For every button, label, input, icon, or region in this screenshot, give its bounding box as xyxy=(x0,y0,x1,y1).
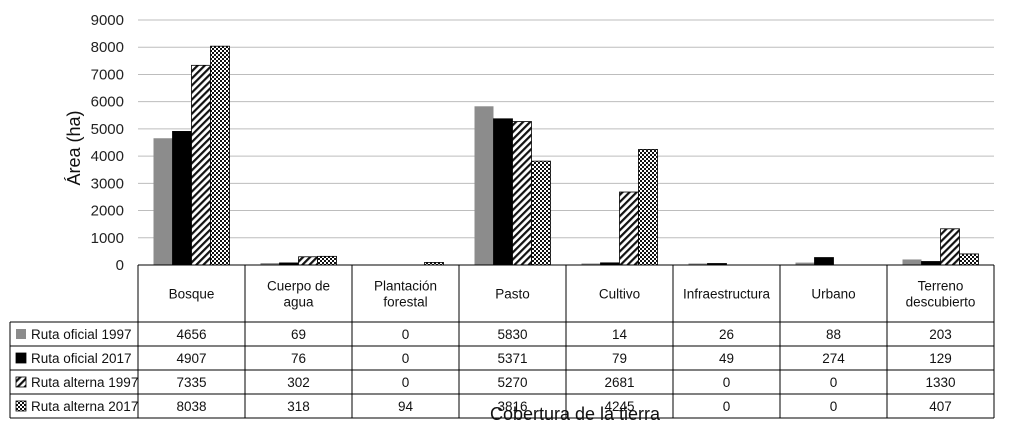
y-tick-label: 7000 xyxy=(91,66,124,83)
category-label: forestal xyxy=(383,295,427,310)
legend-swatch xyxy=(16,329,26,339)
legend-swatch xyxy=(15,376,27,388)
data-label: 318 xyxy=(287,399,310,414)
data-label: 2681 xyxy=(604,375,634,390)
y-tick-label: 1000 xyxy=(91,230,124,247)
category-label: Cultivo xyxy=(599,287,640,302)
bar xyxy=(921,261,941,266)
y-tick-label: 2000 xyxy=(91,203,124,220)
category-label: Pasto xyxy=(495,287,530,302)
legend-swatch xyxy=(15,352,27,364)
gridlines xyxy=(138,19,994,266)
category-label: Plantación xyxy=(374,279,437,294)
bar xyxy=(902,259,922,265)
category-label: descubierto xyxy=(906,295,976,310)
data-label: 4245 xyxy=(604,399,634,414)
data-label: 5270 xyxy=(497,375,527,390)
legend-label: Ruta oficial 2017 xyxy=(31,351,132,366)
bar xyxy=(619,191,639,266)
y-tick-label: 8000 xyxy=(91,39,124,56)
bar xyxy=(581,263,601,265)
bar xyxy=(688,263,708,265)
data-label: 5830 xyxy=(497,327,527,342)
category-label: Cuerpo de xyxy=(267,279,330,294)
y-tick-label: 0 xyxy=(116,257,124,274)
bar xyxy=(638,149,658,266)
data-label: 5371 xyxy=(497,351,527,366)
data-label: 26 xyxy=(719,327,734,342)
category-label: Urbano xyxy=(811,287,855,302)
bar xyxy=(298,256,318,266)
y-axis-title: Área (ha) xyxy=(64,110,84,185)
data-label: 4907 xyxy=(176,351,206,366)
data-label: 3816 xyxy=(497,399,527,414)
data-label: 8038 xyxy=(176,399,206,414)
bar xyxy=(531,160,551,266)
data-label: 14 xyxy=(612,327,628,342)
bar xyxy=(191,64,211,266)
bar xyxy=(210,45,230,266)
y-tick-label: 3000 xyxy=(91,175,124,192)
bar xyxy=(474,106,494,266)
data-label: 0 xyxy=(402,327,410,342)
bar xyxy=(493,118,513,266)
data-label: 88 xyxy=(826,327,841,342)
data-label: 76 xyxy=(291,351,306,366)
legend-label: Ruta alterna 1997 xyxy=(31,375,138,390)
bars xyxy=(153,45,979,266)
category-label: Terreno xyxy=(918,279,964,294)
y-axis-ticks: 0 1000 2000 3000 4000 5000 6000 7000 8000 9000 xyxy=(91,12,124,274)
data-label: 274 xyxy=(822,351,845,366)
y-tick-label: 9000 xyxy=(91,12,124,29)
legend-swatch xyxy=(15,400,27,412)
data-label: 407 xyxy=(929,399,952,414)
y-tick-label: 5000 xyxy=(91,121,124,138)
bar xyxy=(814,257,834,266)
category-label: Infraestructura xyxy=(683,287,771,302)
legend-label: Ruta oficial 1997 xyxy=(31,327,132,342)
data-label: 79 xyxy=(612,351,627,366)
data-label: 0 xyxy=(723,399,731,414)
data-label: 49 xyxy=(719,351,734,366)
data-label: 302 xyxy=(287,375,310,390)
legend-label: Ruta alterna 2017 xyxy=(31,399,138,414)
y-tick-label: 6000 xyxy=(91,94,124,111)
bar xyxy=(153,138,173,265)
bar xyxy=(940,228,960,266)
data-label: 0 xyxy=(402,375,410,390)
x-axis-title: Cobertura de la tierra xyxy=(490,404,661,424)
data-label: 4656 xyxy=(176,327,206,342)
category-label: agua xyxy=(283,295,314,310)
data-label: 0 xyxy=(402,351,410,366)
data-label: 129 xyxy=(929,351,952,366)
y-tick-label: 4000 xyxy=(91,148,124,165)
data-label: 1330 xyxy=(925,375,955,390)
bar xyxy=(512,121,532,266)
bar xyxy=(260,263,280,265)
bar xyxy=(959,253,979,266)
data-label: 0 xyxy=(830,399,838,414)
data-label: 0 xyxy=(723,375,731,390)
data-label: 7335 xyxy=(176,375,206,390)
bar xyxy=(317,255,337,266)
data-label: 203 xyxy=(929,327,952,342)
data-label: 0 xyxy=(830,375,838,390)
bar xyxy=(172,131,192,266)
bar xyxy=(795,262,815,265)
data-label: 94 xyxy=(398,399,414,414)
category-label: Bosque xyxy=(169,287,215,302)
data-label: 69 xyxy=(291,327,306,342)
